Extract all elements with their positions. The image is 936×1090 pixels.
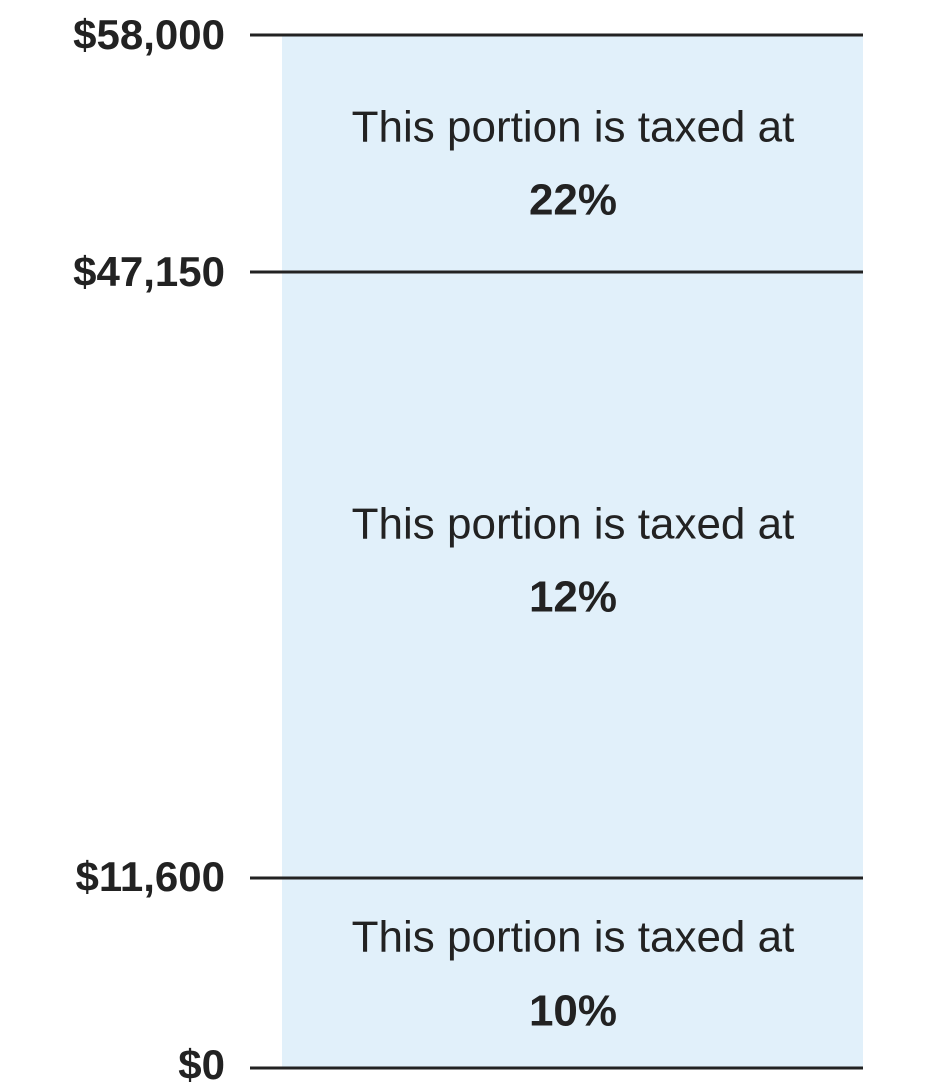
band-text: This portion is taxed at: [352, 913, 795, 962]
level-label: $11,600: [75, 853, 225, 900]
bracket-band: [282, 35, 863, 1068]
band-text: This portion is taxed at: [352, 103, 795, 152]
band-text: This portion is taxed at: [352, 500, 795, 549]
level-label: $0: [178, 1041, 225, 1088]
band-rate: 12%: [529, 573, 617, 622]
level-label: $58,000: [73, 11, 225, 58]
band-rate: 22%: [529, 176, 617, 225]
band-rate: 10%: [529, 987, 617, 1036]
level-label: $47,150: [73, 248, 225, 295]
